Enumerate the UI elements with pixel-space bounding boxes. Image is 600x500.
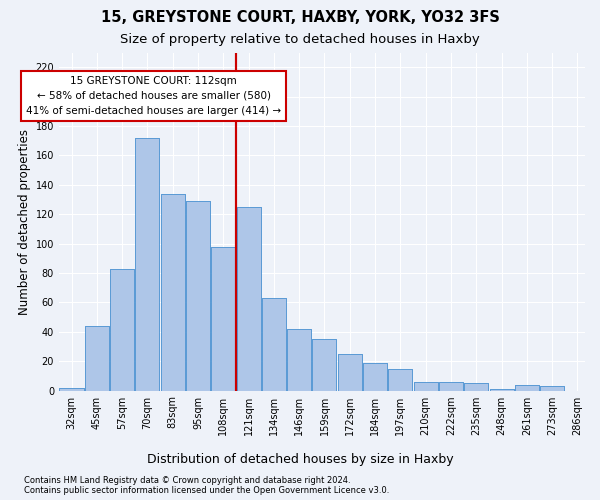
Bar [338,354,362,391]
Bar [313,339,337,390]
Bar [186,201,210,390]
Bar [287,329,311,390]
Bar [363,362,387,390]
Bar [388,368,412,390]
Bar [186,201,210,390]
Text: 15, GREYSTONE COURT, HAXBY, YORK, YO32 3FS: 15, GREYSTONE COURT, HAXBY, YORK, YO32 3… [101,10,499,25]
Bar [313,339,337,390]
Bar [236,207,260,390]
Text: Size of property relative to detached houses in Haxby: Size of property relative to detached ho… [120,32,480,46]
Bar [136,138,160,390]
Bar [262,298,286,390]
Bar [464,384,488,390]
Bar [236,207,260,390]
Bar [540,386,564,390]
Bar [85,326,109,390]
Text: Distribution of detached houses by size in Haxby: Distribution of detached houses by size … [146,452,454,466]
Bar [161,194,185,390]
Bar [439,382,463,390]
Bar [262,298,286,390]
Bar [540,386,564,390]
Bar [161,194,185,390]
Bar [287,329,311,390]
Bar [363,362,387,390]
Bar [211,246,235,390]
Bar [110,268,134,390]
Bar [136,138,160,390]
Bar [464,384,488,390]
Bar [439,382,463,390]
Y-axis label: Number of detached properties: Number of detached properties [18,128,31,314]
Bar [338,354,362,391]
Text: Contains public sector information licensed under the Open Government Licence v3: Contains public sector information licen… [24,486,389,495]
Text: 15 GREYSTONE COURT: 112sqm
← 58% of detached houses are smaller (580)
41% of sem: 15 GREYSTONE COURT: 112sqm ← 58% of deta… [26,76,281,116]
Bar [388,368,412,390]
Bar [413,382,437,390]
Bar [490,389,514,390]
Bar [515,385,539,390]
Bar [110,268,134,390]
Text: Contains HM Land Registry data © Crown copyright and database right 2024.: Contains HM Land Registry data © Crown c… [24,476,350,485]
Bar [59,388,83,390]
Bar [490,389,514,390]
Bar [59,388,83,390]
Bar [515,385,539,390]
Bar [85,326,109,390]
Bar [211,246,235,390]
Bar [413,382,437,390]
